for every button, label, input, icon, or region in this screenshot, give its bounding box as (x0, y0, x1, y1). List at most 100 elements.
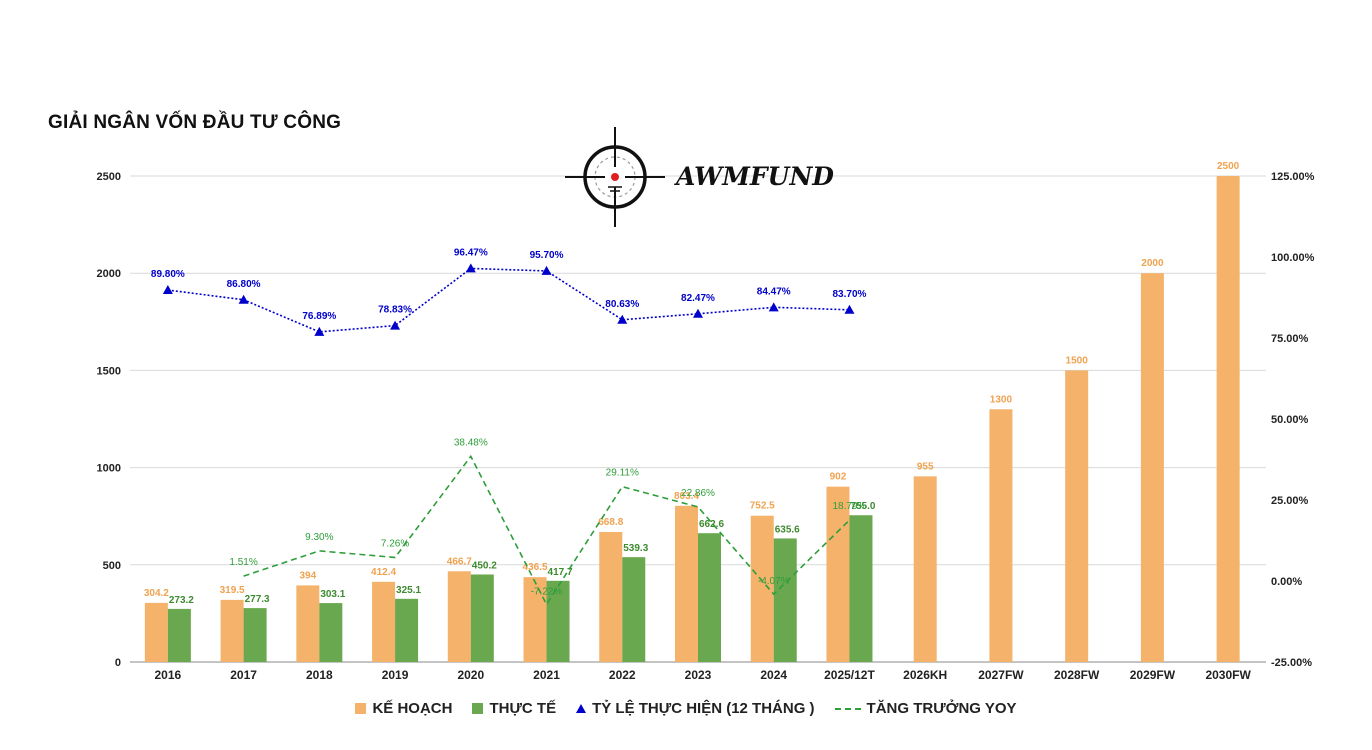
bar-plan (913, 476, 937, 662)
x-axis-tick-label: 2021 (533, 668, 560, 682)
data-label-yoy: 7.26% (381, 538, 409, 549)
bar-actual (698, 533, 721, 662)
marker-rate (617, 314, 628, 324)
right-axis-tick-label: 75.00% (1271, 333, 1309, 345)
data-label-actual: 539.3 (623, 543, 648, 554)
bar-plan (1065, 370, 1089, 662)
legend-label-yoy: TĂNG TRƯỞNG YOY (866, 700, 1017, 717)
data-label-rate: 86.80% (227, 279, 261, 290)
data-label-plan: 319.5 (220, 585, 245, 596)
bar-plan (447, 571, 471, 662)
right-axis-tick-label: 50.00% (1271, 414, 1309, 426)
data-label-actual: 303.1 (320, 589, 345, 600)
marker-rate (541, 265, 552, 275)
x-axis-tick-label: 2027FW (978, 668, 1024, 682)
legend-label-actual: THỰC TẾ (489, 700, 557, 717)
right-axis-tick-label: 25.00% (1271, 495, 1309, 507)
legend-swatch-rate (576, 704, 587, 713)
data-label-yoy: 1.51% (229, 557, 257, 568)
data-label-rate: 83.70% (833, 289, 867, 300)
x-axis-tick-label: 2018 (306, 668, 333, 682)
bar-actual (849, 515, 873, 662)
data-label-plan: 466.7 (447, 556, 472, 567)
data-label-plan: 394 (299, 570, 316, 581)
x-axis-tick-label: 2017 (230, 668, 257, 682)
bar-plan (220, 599, 244, 662)
left-axis-tick-label: 2500 (97, 171, 121, 183)
data-label-rate: 82.47% (681, 293, 715, 304)
bar-actual (319, 603, 343, 662)
bar-actual (395, 598, 419, 662)
data-label-plan: 304.2 (144, 588, 169, 599)
bar-actual (167, 608, 191, 662)
x-axis-tick-label: 2023 (685, 668, 712, 682)
legend-swatch-actual (472, 703, 484, 714)
right-axis-tick-label: 100.00% (1271, 252, 1315, 264)
bar-plan (1216, 176, 1240, 662)
x-axis-tick-label: 2024 (760, 668, 787, 682)
bar-plan (826, 486, 850, 662)
bar-plan (599, 531, 623, 662)
series-line-rate (167, 267, 850, 333)
x-axis-tick-label: 2030FW (1205, 668, 1251, 682)
crosshair-center-dot (611, 173, 619, 181)
data-label-plan: 2000 (1141, 258, 1164, 269)
bar-actual (243, 608, 267, 662)
data-label-rate: 96.47% (454, 247, 488, 258)
legend-swatch-yoy (834, 707, 861, 710)
legend: KẾ HOẠCH THỰC TẾ TỶ LỆ THỰC HIỆN (12 THÁ… (0, 700, 1372, 717)
marker-rate (314, 326, 325, 336)
marker-rate (465, 263, 476, 273)
legend-swatch-plan (355, 703, 367, 714)
data-label-actual: 417.7 (548, 567, 573, 578)
bar-plan (372, 581, 396, 662)
marker-rate (844, 304, 855, 314)
x-axis-tick-label: 2025/12T (824, 668, 875, 682)
legend-label-plan: KẾ HOẠCH (372, 700, 453, 717)
logo-text: AWMFUND (676, 162, 834, 191)
data-label-yoy: 38.48% (454, 437, 488, 448)
data-label-plan: 955 (917, 461, 934, 472)
left-axis-tick-label: 2000 (97, 268, 121, 280)
data-label-yoy: -7.22% (531, 586, 563, 597)
data-label-plan: 803.4 (674, 491, 699, 502)
data-label-actual: 635.6 (775, 524, 800, 535)
data-label-actual: 662.6 (699, 519, 724, 530)
data-label-yoy: 29.11% (606, 468, 639, 479)
x-axis-tick-label: 2026KH (903, 668, 947, 682)
right-axis-tick-label: 125.00% (1271, 171, 1315, 183)
data-label-actual: 273.2 (169, 595, 194, 606)
bar-actual (773, 538, 797, 662)
legend-item-yoy[interactable]: TĂNG TRƯỞNG YOY (834, 700, 1017, 717)
legend-label-rate: TỶ LỆ THỰC HIỆN (12 THÁNG ) (592, 700, 815, 717)
x-axis-tick-label: 2016 (155, 668, 182, 682)
marker-rate (390, 320, 401, 330)
bar-plan (144, 602, 168, 662)
data-label-plan: 1500 (1066, 355, 1089, 366)
chart-title: GIẢI NGÂN VỐN ĐẦU TƯ CÔNG (48, 112, 342, 133)
x-axis-tick-label: 2028FW (1054, 668, 1100, 682)
data-label-plan: 902 (830, 472, 847, 483)
bar-actual (622, 557, 646, 662)
marker-rate (162, 285, 173, 295)
right-axis-tick-label: 0.00% (1271, 576, 1302, 588)
bar-plan (750, 515, 774, 662)
left-axis-tick-label: 1500 (97, 365, 121, 377)
data-label-plan: 2500 (1217, 161, 1240, 172)
data-label-plan: 412.4 (371, 567, 396, 578)
legend-item-actual[interactable]: THỰC TẾ (472, 700, 556, 717)
bar-plan (989, 409, 1013, 662)
data-label-rate: 76.89% (302, 311, 336, 322)
legend-item-rate[interactable]: TỶ LỆ THỰC HIỆN (12 THÁNG ) (576, 700, 815, 717)
data-label-yoy: 18.79% (833, 501, 867, 512)
x-axis-tick-label: 2020 (457, 668, 484, 682)
data-label-actual: 277.3 (245, 594, 270, 605)
bar-plan (1140, 273, 1164, 662)
left-axis-tick-label: 500 (103, 560, 121, 572)
legend-item-plan[interactable]: KẾ HOẠCH (355, 700, 452, 717)
marker-rate (768, 302, 779, 312)
data-label-plan: 668.8 (598, 517, 623, 528)
x-axis-tick-label: 2019 (382, 668, 409, 682)
left-axis-tick-label: 0 (115, 657, 121, 669)
